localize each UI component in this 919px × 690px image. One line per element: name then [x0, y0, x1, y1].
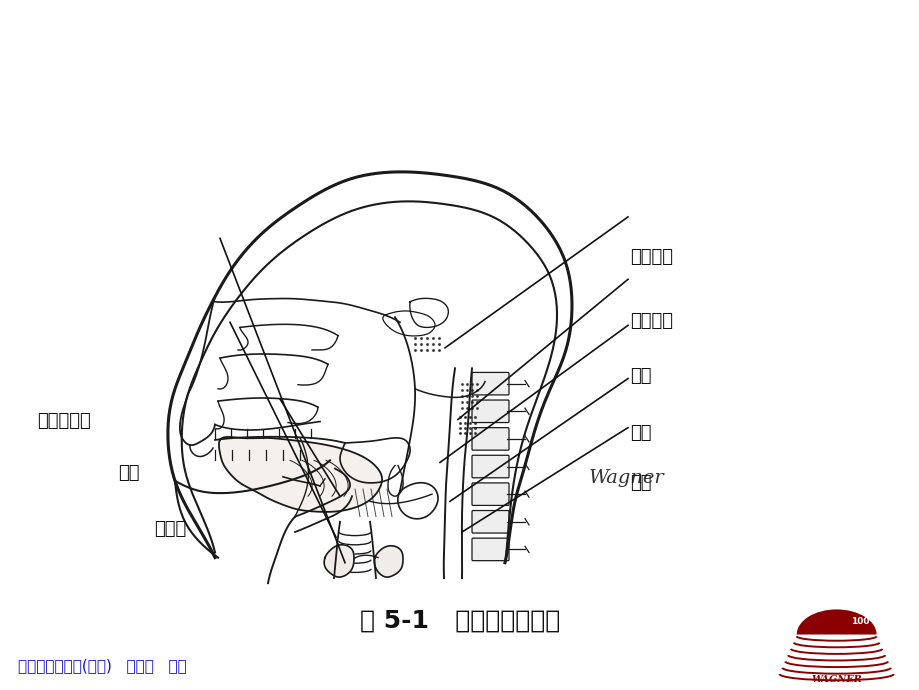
Polygon shape [219, 437, 381, 512]
Text: 氣管: 氣管 [118, 464, 139, 482]
Text: 運動傷害與急救(二版)   王百川   編著: 運動傷害與急救(二版) 王百川 編著 [18, 658, 187, 673]
FancyBboxPatch shape [471, 455, 508, 477]
Text: 腑扁桃體: 腑扁桃體 [630, 312, 673, 330]
Text: WAGNER: WAGNER [811, 675, 861, 684]
Text: 食道: 食道 [630, 474, 651, 492]
Polygon shape [374, 546, 403, 577]
Text: 會厘: 會厘 [630, 367, 651, 385]
Text: 甲狀腺軟骨: 甲狀腺軟骨 [37, 412, 90, 430]
FancyBboxPatch shape [471, 483, 508, 505]
Text: 咀扁桃體: 咀扁桃體 [630, 248, 673, 266]
Polygon shape [323, 544, 354, 577]
FancyBboxPatch shape [471, 400, 508, 422]
Text: 圖 5-1   咀喉部的側面觀: 圖 5-1 咀喉部的側面觀 [359, 609, 560, 633]
Text: 甲狀腺: 甲狀腺 [154, 520, 187, 538]
FancyBboxPatch shape [471, 373, 508, 395]
Text: Wagner: Wagner [588, 469, 664, 486]
Text: 100: 100 [850, 618, 868, 627]
FancyBboxPatch shape [471, 428, 508, 450]
FancyBboxPatch shape [471, 538, 508, 561]
Text: 咀喉: 咀喉 [630, 424, 651, 442]
Wedge shape [796, 609, 876, 635]
FancyBboxPatch shape [471, 511, 508, 533]
